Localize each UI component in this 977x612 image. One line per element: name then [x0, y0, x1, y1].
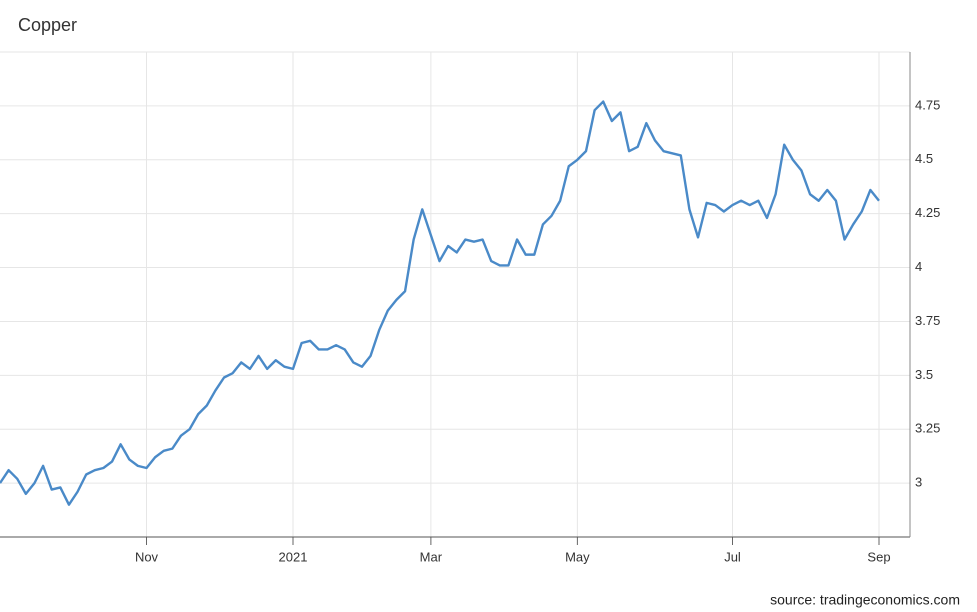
x-tick-label: Nov	[135, 549, 159, 564]
y-tick-label: 3.5	[915, 367, 933, 382]
x-tick-label: May	[565, 549, 590, 564]
price-line	[0, 100, 880, 506]
chart-title: Copper	[18, 15, 77, 35]
source: source: tradingeconomics.com	[770, 592, 960, 608]
x-tick-label: Jul	[724, 549, 741, 564]
y-tick-label: 4	[915, 259, 922, 274]
y-tick-label: 4.25	[915, 205, 940, 220]
y-tick-label: 3	[915, 475, 922, 490]
y-tick-label: 3.75	[915, 313, 940, 328]
x-tick-label: Mar	[420, 549, 443, 564]
y-tick-label: 3.25	[915, 421, 940, 436]
x-tick-label: 2021	[279, 549, 308, 564]
y-tick-label: 4.5	[915, 151, 933, 166]
y-tick-label: 4.75	[915, 97, 940, 112]
x-tick-label: Sep	[867, 549, 890, 564]
